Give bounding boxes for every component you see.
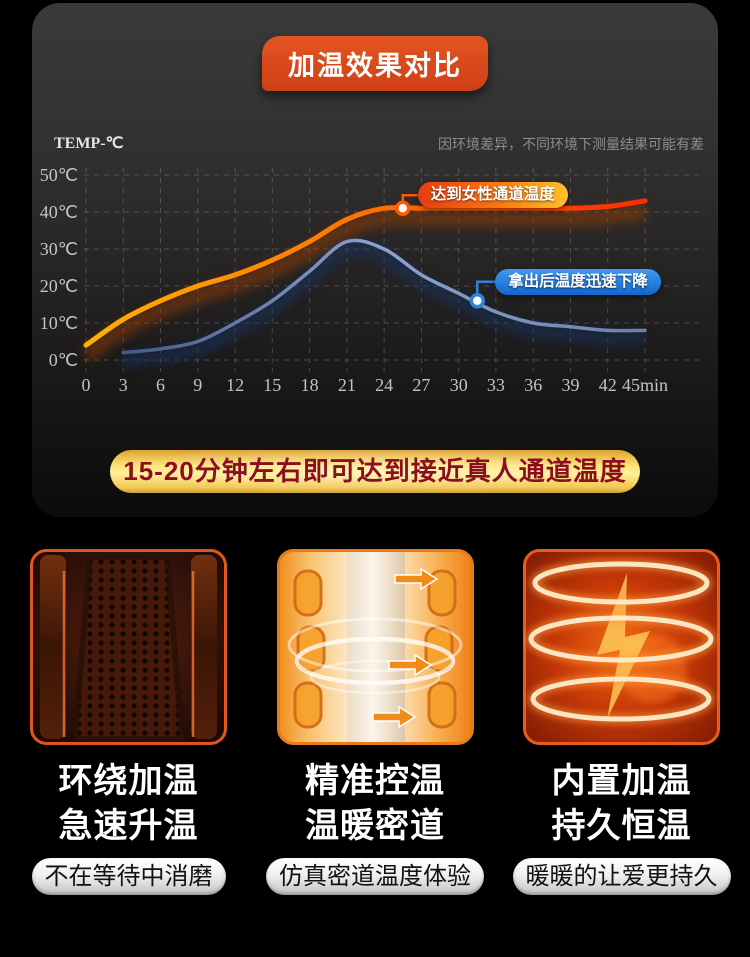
svg-text:20℃: 20℃	[40, 276, 78, 296]
svg-text:27: 27	[412, 375, 430, 395]
svg-text:30: 30	[450, 375, 468, 395]
svg-text:42: 42	[599, 375, 617, 395]
title-banner: 加温效果对比	[262, 36, 488, 91]
svg-text:6: 6	[156, 375, 165, 395]
feature-title-line1: 内置加温	[551, 762, 692, 800]
feature-title-line2: 温暖密道	[305, 807, 445, 845]
svg-text:15: 15	[263, 375, 281, 395]
feature-tag-pill: 仿真密道温度体验	[266, 858, 484, 895]
svg-text:36: 36	[524, 375, 542, 395]
heating-coil-illustration	[523, 549, 720, 745]
feature-title: 内置加温 持久恒温	[552, 759, 692, 849]
feature-title-line2: 持久恒温	[551, 807, 692, 845]
svg-text:9: 9	[193, 375, 202, 395]
feature-precise-control: 精准控温 温暖密道 仿真密道温度体验	[266, 549, 484, 895]
feature-title: 环绕加温 急速升温	[59, 759, 199, 849]
warm-channel-illustration	[276, 549, 474, 745]
feature-title-line1: 环绕加温	[58, 762, 199, 800]
product-image-warm-channel	[276, 549, 474, 745]
svg-text:33: 33	[487, 375, 505, 395]
svg-text:0℃: 0℃	[49, 350, 78, 370]
feature-surround-heating: 环绕加温 急速升温 不在等待中消磨	[30, 549, 227, 895]
svg-text:50℃: 50℃	[40, 165, 78, 185]
svg-text:39: 39	[562, 375, 580, 395]
feature-tag-pill: 暖暖的让爱更持久	[512, 858, 731, 895]
feature-title: 精准控温 温暖密道	[305, 759, 445, 849]
svg-text:30℃: 30℃	[40, 239, 78, 259]
features-section: 环绕加温 急速升温 不在等待中消磨	[0, 549, 750, 895]
feature-title-line1: 精准控温	[305, 762, 445, 800]
highlight-banner: 15-20分钟左右即可达到接近真人通道温度	[110, 450, 640, 493]
heating-tunnel-illustration	[30, 549, 227, 745]
temperature-line-chart: 0℃10℃20℃30℃40℃50℃0 3 6 9 12 15 18 21 24 27 30 33 36 3…	[40, 165, 700, 395]
product-image-heating-tunnel	[30, 549, 227, 745]
y-axis-title: TEMP-℃	[54, 135, 124, 152]
svg-text:12: 12	[226, 375, 244, 395]
svg-text:0: 0	[82, 375, 91, 395]
feature-tag-pill: 不在等待中消磨	[31, 858, 226, 895]
svg-text:3: 3	[119, 375, 128, 395]
page-title: 加温效果对比	[288, 51, 462, 81]
svg-text:24: 24	[375, 375, 393, 395]
disclaimer-text: 因环境差异，不同环境下测量结果可能有差	[438, 136, 704, 152]
annotation-reach-temperature: 达到女性通道温度	[417, 182, 568, 209]
svg-text:10℃: 10℃	[40, 313, 78, 333]
svg-text:40℃: 40℃	[40, 202, 78, 222]
svg-text:21: 21	[338, 375, 356, 395]
chart-panel: 加温效果对比 TEMP-℃ 因环境差异，不同环境下测量结果可能有差 0℃ 10℃ 2…	[32, 3, 718, 517]
svg-text:18: 18	[301, 375, 319, 395]
svg-text:45min: 45min	[622, 375, 668, 395]
annotation-temperature-drop: 拿出后温度迅速下降	[495, 268, 661, 295]
product-image-heating-coil	[523, 549, 720, 745]
feature-builtin-heating: 内置加温 持久恒温 暖暖的让爱更持久	[512, 549, 731, 895]
feature-title-line2: 急速升温	[58, 807, 199, 845]
